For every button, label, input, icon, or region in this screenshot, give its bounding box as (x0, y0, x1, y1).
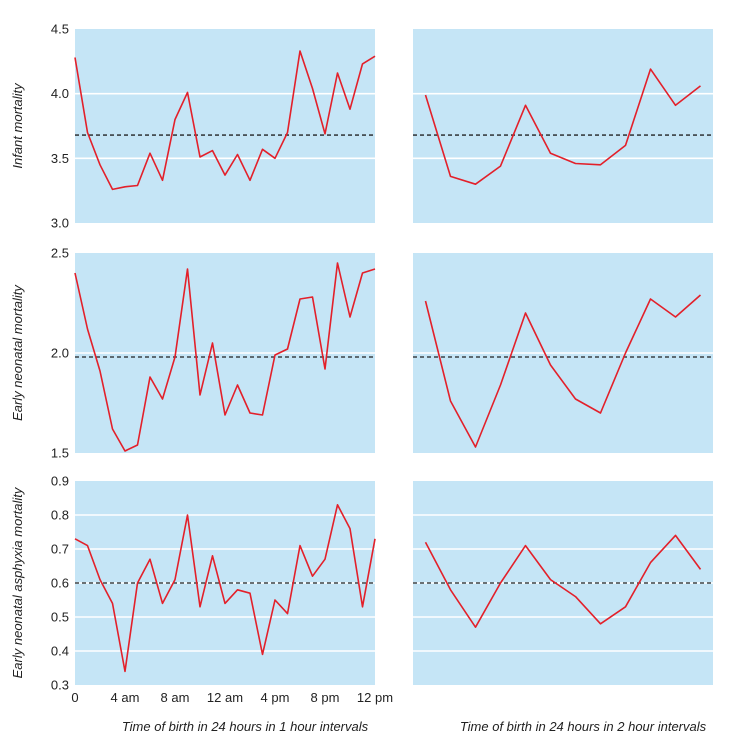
panel-infant-1h (74, 29, 376, 223)
x-axis-label: Time of birth in 24 hours in 1 hour inte… (122, 719, 369, 734)
x-tick-label: 8 am (161, 690, 190, 705)
x-tick-label: 0 (71, 690, 78, 705)
y-tick-label: 0.7 (51, 542, 69, 557)
y-tick-label: 4.0 (51, 86, 69, 101)
x-tick-label: 8 pm (311, 690, 340, 705)
y-tick-label: 0.4 (51, 644, 69, 659)
x-tick-label: 4 pm (261, 690, 290, 705)
y-tick-label: 0.5 (51, 610, 69, 625)
panel-asphyxia-2h (413, 481, 713, 685)
y-tick-label: 0.3 (51, 678, 69, 693)
y-tick-label: 1.5 (51, 446, 69, 461)
panel-infant-2h (413, 29, 713, 223)
plot-background (413, 29, 713, 223)
series-line-hourly (74, 262, 376, 452)
y-tick-label: 2.0 (51, 346, 69, 361)
y-tick-label: 0.6 (51, 576, 69, 591)
y-tick-label: 4.5 (51, 22, 69, 37)
panel-early-neonatal-2h (413, 253, 713, 453)
y-axis-label: Early neonatal asphyxia mortality (10, 486, 25, 678)
series-line-two-hourly (424, 68, 701, 185)
y-axis-label: Early neonatal mortality (10, 284, 25, 421)
y-tick-label: 0.9 (51, 474, 69, 489)
y-tick-label: 3.5 (51, 151, 69, 166)
plot-background (75, 29, 375, 223)
y-tick-label: 2.5 (51, 246, 69, 261)
y-tick-label: 0.8 (51, 508, 69, 523)
y-axis-label: Infant mortality (10, 82, 25, 169)
panel-asphyxia-1h (74, 481, 376, 685)
series-line-hourly (74, 503, 376, 673)
series-line-two-hourly (424, 534, 702, 629)
series-line-hourly (74, 50, 376, 191)
x-tick-label: 12 pm (357, 690, 393, 705)
x-tick-label: 12 am (207, 690, 243, 705)
panel-early-neonatal-1h (74, 253, 376, 453)
series-line-two-hourly (424, 294, 702, 448)
y-tick-label: 3.0 (51, 216, 69, 231)
x-tick-label: 4 am (111, 690, 140, 705)
x-axis-label: Time of birth in 24 hours in 2 hour inte… (460, 719, 707, 734)
